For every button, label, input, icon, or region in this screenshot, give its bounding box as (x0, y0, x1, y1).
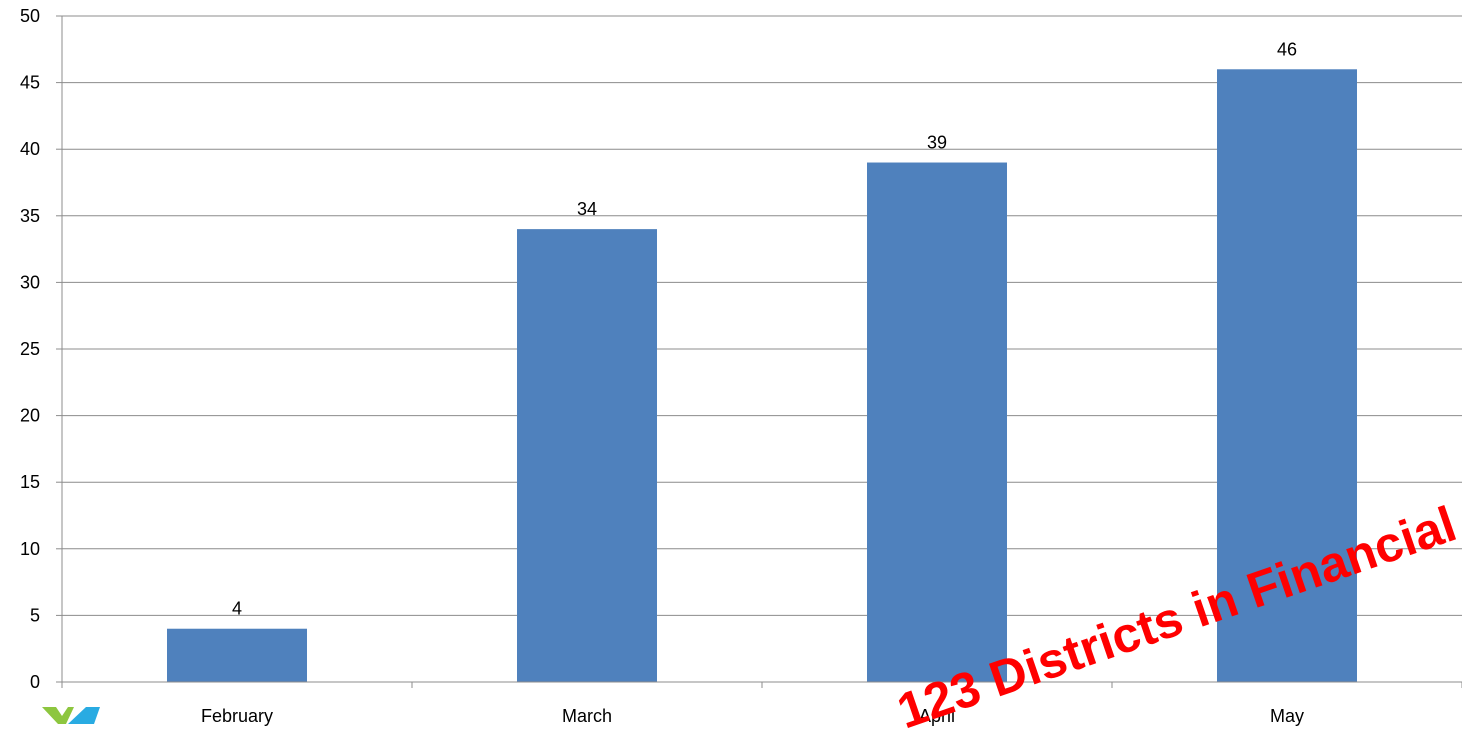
y-tick-label: 25 (20, 339, 40, 359)
y-tick-label: 30 (20, 272, 40, 292)
logo-icon (42, 707, 100, 724)
y-tick-label: 5 (30, 605, 40, 625)
bar-march (517, 229, 657, 682)
data-label-march: 34 (577, 199, 597, 219)
x-tick-label-may: May (1270, 706, 1304, 726)
bars (167, 69, 1357, 682)
y-tick-label: 40 (20, 139, 40, 159)
bar-may (1217, 69, 1357, 682)
x-tick-label-march: March (562, 706, 612, 726)
data-label-may: 46 (1277, 39, 1297, 59)
x-tick-label-february: February (201, 706, 273, 726)
y-tick-label: 10 (20, 539, 40, 559)
y-tick-label: 45 (20, 73, 40, 93)
y-tick-label: 0 (30, 672, 40, 692)
y-tick-label: 35 (20, 206, 40, 226)
bar-april (867, 162, 1007, 682)
data-label-february: 4 (232, 599, 242, 619)
labels: 0 5 10 15 20 25 30 35 40 45 50 4 February 34 March 39 Ap… (20, 6, 1304, 726)
gridlines (62, 15, 1462, 616)
x-tick-label-april: April (919, 706, 955, 726)
bar-february (167, 628, 307, 682)
data-label-april: 39 (927, 133, 947, 153)
y-tick-label: 50 (20, 6, 40, 26)
y-tick-label: 15 (20, 472, 40, 492)
axes (56, 15, 1462, 688)
y-tick-label: 20 (20, 406, 40, 426)
